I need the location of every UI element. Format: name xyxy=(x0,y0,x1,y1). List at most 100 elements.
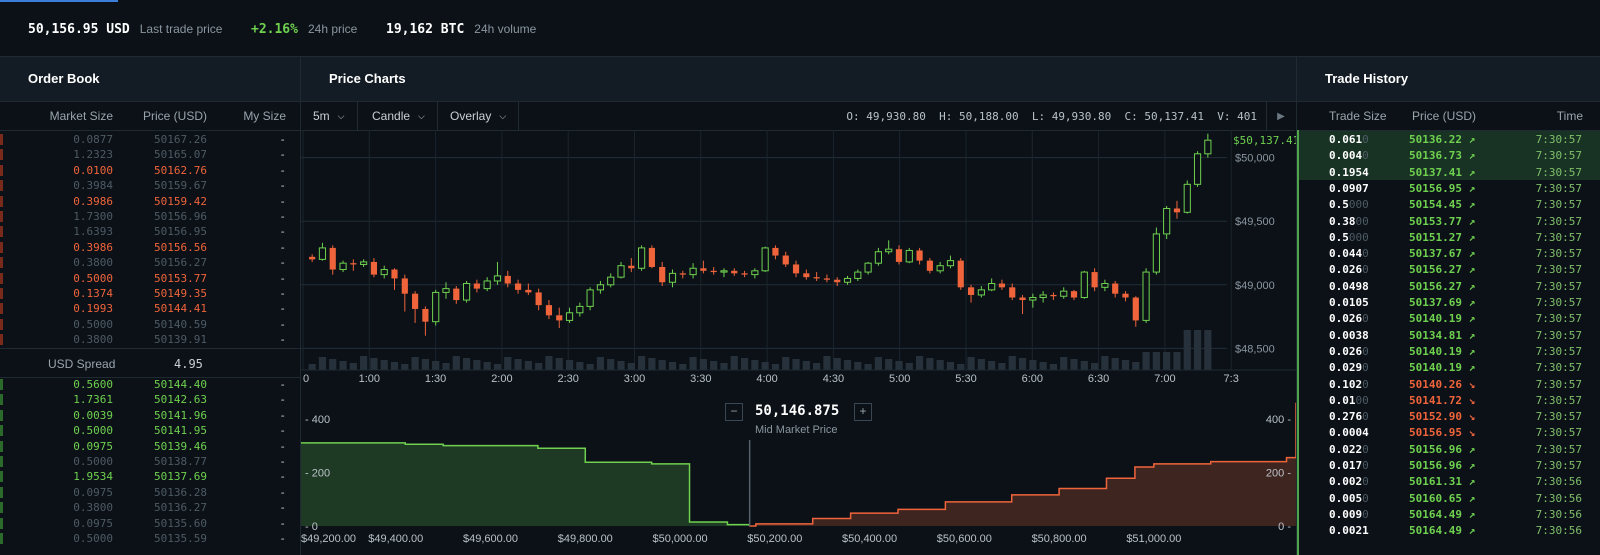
order-book-row[interactable]: 0.5000 50141.95 - xyxy=(0,423,300,438)
last-trade-stat: 50,156.95 USD Last trade price xyxy=(28,22,222,37)
volume-bar xyxy=(926,358,934,370)
order-book-row[interactable]: 0.0877 50167.26 - xyxy=(0,132,300,147)
chart-type-select[interactable]: Candle ⌵ xyxy=(360,102,438,130)
order-book-row[interactable]: 0.5000 50140.59 - xyxy=(0,317,300,332)
candle-body xyxy=(700,268,707,271)
candle-body xyxy=(1060,290,1068,297)
order-book-row[interactable]: 0.0039 50141.96 - xyxy=(0,408,300,423)
trade-time: 7:30:57 xyxy=(1535,393,1582,407)
order-book-row[interactable]: 0.5000 50135.59 - xyxy=(0,531,300,546)
chevron-down-icon: ⌵ xyxy=(418,110,425,121)
volume-bar xyxy=(524,361,532,370)
candle xyxy=(1112,280,1119,298)
price-charts-header: Price Charts xyxy=(301,57,1296,102)
candle-body xyxy=(401,278,408,294)
candle xyxy=(1193,151,1202,187)
order-my-size: - xyxy=(279,393,286,407)
volume-bar xyxy=(442,363,450,370)
volume-label: 24h volume xyxy=(474,22,537,36)
candle-body xyxy=(483,280,491,290)
volume-stat: 19,162 BTC 24h volume xyxy=(386,22,536,37)
order-book-row[interactable]: 1.7361 50142.63 - xyxy=(0,392,300,407)
candle xyxy=(988,278,996,292)
trade-history-columns: Trade Size Price (USD) Time xyxy=(1297,102,1600,131)
order-book-row[interactable]: 0.0100 50162.76 - xyxy=(0,163,300,178)
volume-bar xyxy=(360,356,368,370)
volume-bar xyxy=(462,358,471,370)
depth-x-tick: $49,400.00 xyxy=(368,533,423,545)
trade-size: 0.0050 xyxy=(1329,491,1369,505)
trade-size: 0.0105 xyxy=(1329,296,1369,309)
trade-row: 0.0004 50156.95 ↘ 7:30:57 xyxy=(1297,424,1600,440)
order-book-row[interactable]: 1.2323 50165.07 - xyxy=(0,147,300,162)
order-book-row[interactable]: 0.0975 50136.28 - xyxy=(0,485,300,500)
order-book-row[interactable]: 0.0975 50139.46 - xyxy=(0,439,300,454)
volume-bar xyxy=(452,356,460,370)
order-book-row[interactable]: 0.5000 50138.77 - xyxy=(0,454,300,469)
zoom-out-button[interactable]: − xyxy=(725,403,743,421)
arrow-up-right-icon: ↗ xyxy=(1468,198,1476,212)
candle-body xyxy=(1039,294,1047,299)
arrow-up-right-icon: ↗ xyxy=(1468,361,1476,375)
volume-bar xyxy=(1049,364,1058,370)
order-price: 50135.60 xyxy=(154,516,207,530)
overlay-value: Overlay xyxy=(450,109,492,123)
order-my-size: - xyxy=(279,378,286,391)
order-book-row[interactable]: 0.3984 50159.67 - xyxy=(0,178,300,193)
spread-label: USD Spread xyxy=(48,357,116,371)
order-book-row[interactable]: 0.1993 50144.41 - xyxy=(0,301,300,316)
candle xyxy=(586,287,594,311)
order-book-row[interactable]: 0.3800 50156.27 - xyxy=(0,255,300,270)
volume-bar xyxy=(1039,362,1047,370)
order-book-row[interactable]: 0.1374 50149.35 - xyxy=(0,286,300,301)
candle xyxy=(895,245,903,265)
candle-body xyxy=(1122,293,1129,298)
trade-time: 7:30:57 xyxy=(1535,312,1582,326)
arrow-up-right-icon: ↗ xyxy=(1468,328,1476,342)
order-price: 50167.26 xyxy=(154,133,207,146)
order-book-row[interactable]: 0.5600 50144.40 - xyxy=(0,377,300,392)
order-my-size: - xyxy=(279,408,286,422)
play-icon[interactable]: ▶ xyxy=(1266,102,1295,130)
candle xyxy=(1091,268,1098,292)
volume-bar xyxy=(380,360,388,370)
order-book-row[interactable]: 0.0975 50135.60 - xyxy=(0,516,300,531)
order-size: 0.5000 xyxy=(73,424,113,438)
order-book-row[interactable]: 1.9534 50137.69 - xyxy=(0,469,300,484)
order-book-row[interactable]: 1.6393 50156.95 - xyxy=(0,224,300,239)
order-book-row[interactable]: 0.3986 50159.42 - xyxy=(0,194,300,209)
candle xyxy=(668,269,677,288)
order-book-row[interactable]: 0.3986 50156.56 - xyxy=(0,240,300,255)
trade-size: 0.0038 xyxy=(1329,328,1369,342)
trade-row: 0.0040 50136.73 ↗ 7:30:57 xyxy=(1297,147,1600,164)
order-size: 0.3800 xyxy=(73,501,113,515)
candle xyxy=(977,286,985,298)
depth-marker xyxy=(0,456,3,467)
arrow-up-right-icon: ↗ xyxy=(1468,165,1476,179)
interval-select[interactable]: 5m ⌵ xyxy=(301,102,358,130)
trade-row: 0.0260 50156.27 ↗ 7:30:57 xyxy=(1297,261,1600,277)
candle xyxy=(617,261,625,279)
trade-row: 0.0260 50140.19 ↗ 7:30:57 xyxy=(1297,310,1600,326)
candle-body xyxy=(576,305,584,314)
volume-bar xyxy=(1090,363,1099,370)
volume-bar xyxy=(1163,352,1171,370)
volume-bar xyxy=(329,359,337,370)
candle-body xyxy=(905,249,913,263)
volume-bar xyxy=(946,362,955,370)
order-book-row[interactable]: 0.3800 50139.91 - xyxy=(0,332,300,347)
spread-value: 4.95 xyxy=(174,357,203,371)
overlay-select[interactable]: Overlay ⌵ xyxy=(438,102,520,130)
order-book-row[interactable]: 1.7300 50156.96 - xyxy=(0,209,300,224)
order-my-size: - xyxy=(279,439,286,453)
trade-row: 0.0260 50140.19 ↗ 7:30:57 xyxy=(1297,343,1600,359)
zoom-in-button[interactable]: + xyxy=(854,403,872,421)
order-book-row[interactable]: 0.5000 50153.77 - xyxy=(0,271,300,286)
volume-bar xyxy=(535,363,543,370)
trade-row: 0.0220 50156.96 ↗ 7:30:57 xyxy=(1297,441,1600,457)
candle xyxy=(874,247,882,266)
price-chart[interactable]: $48,500 $49,000 $49,500 $50,000 0 1:00 1:30 2:0… xyxy=(301,130,1296,555)
candle-body xyxy=(916,250,923,261)
order-book-row[interactable]: 0.3800 50136.27 - xyxy=(0,500,300,515)
arrow-up-right-icon: ↗ xyxy=(1468,344,1476,358)
